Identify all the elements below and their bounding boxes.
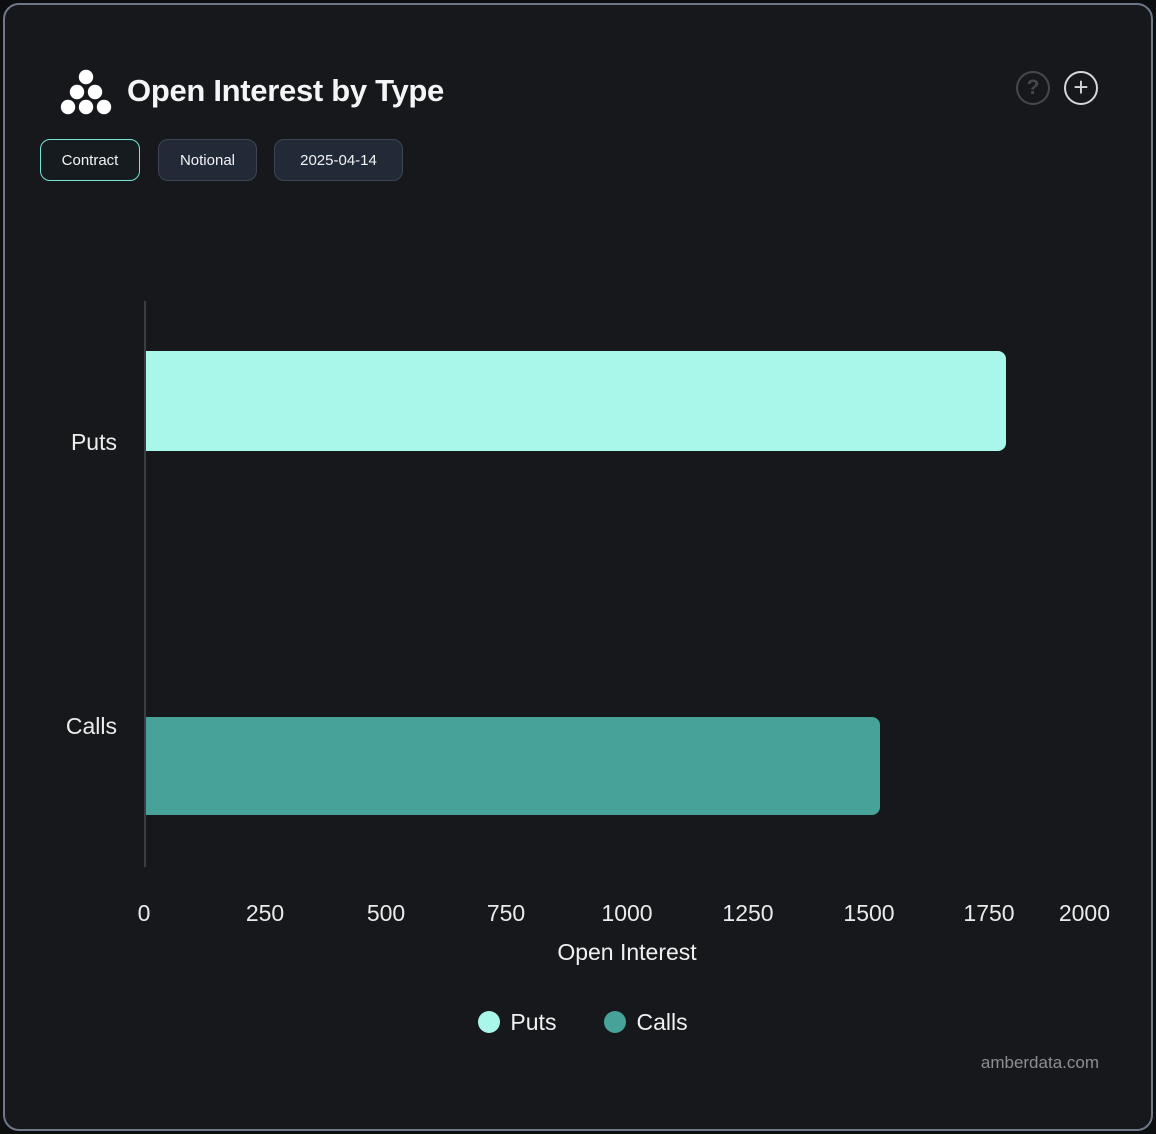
legend-dot-icon bbox=[478, 1011, 501, 1033]
page-title: Open Interest by Type bbox=[127, 73, 444, 108]
toggle-notional-label: Notional bbox=[179, 151, 236, 169]
legend-label: Calls bbox=[636, 1009, 688, 1035]
bar-puts[interactable] bbox=[146, 351, 1006, 451]
x-tick-label: 0 bbox=[137, 900, 151, 926]
watermark: amberdata.com bbox=[980, 1053, 1099, 1072]
question-mark-icon: ? bbox=[1026, 76, 1040, 99]
x-axis-ticks: 0 250 500 750 1000 1250 1500 1750 2000 bbox=[138, 898, 1110, 928]
add-button[interactable]: + bbox=[1064, 71, 1098, 105]
x-tick-label: 1750 bbox=[963, 900, 1015, 926]
chart-card: Open Interest by Type ? + Contract Notio… bbox=[3, 3, 1153, 1131]
legend-label: Puts bbox=[510, 1009, 557, 1035]
help-button[interactable]: ? bbox=[1016, 71, 1050, 105]
y-axis-label-calls: Calls bbox=[65, 713, 117, 739]
chart-legend: Puts Calls bbox=[5, 1007, 1156, 1037]
amberdata-logo-icon bbox=[60, 69, 112, 115]
x-tick-label: 1000 bbox=[601, 900, 653, 926]
toggle-contract-button[interactable]: Contract bbox=[40, 139, 140, 181]
x-tick-label: 2000 bbox=[1058, 900, 1110, 926]
x-tick-label: 750 bbox=[486, 900, 526, 926]
plot-area bbox=[144, 301, 1110, 867]
y-axis-label-puts: Puts bbox=[70, 429, 117, 455]
date-picker-value: 2025-04-14 bbox=[300, 151, 377, 169]
legend-item-puts[interactable]: Puts bbox=[478, 1007, 556, 1037]
toggle-notional-button[interactable]: Notional bbox=[158, 139, 257, 181]
x-tick-label: 1500 bbox=[843, 900, 895, 926]
legend-item-calls[interactable]: Calls bbox=[604, 1007, 688, 1037]
bar-calls[interactable] bbox=[146, 717, 880, 815]
y-axis-labels: Puts Calls bbox=[5, 301, 117, 867]
plus-icon: + bbox=[1073, 71, 1089, 102]
toggle-contract-label: Contract bbox=[61, 151, 119, 169]
x-tick-label: 250 bbox=[245, 900, 285, 926]
x-tick-label: 1250 bbox=[722, 900, 774, 926]
x-axis-title: Open Interest bbox=[557, 939, 697, 965]
x-tick-label: 500 bbox=[366, 900, 406, 926]
date-picker-button[interactable]: 2025-04-14 bbox=[274, 139, 403, 181]
legend-dot-icon bbox=[604, 1011, 627, 1033]
